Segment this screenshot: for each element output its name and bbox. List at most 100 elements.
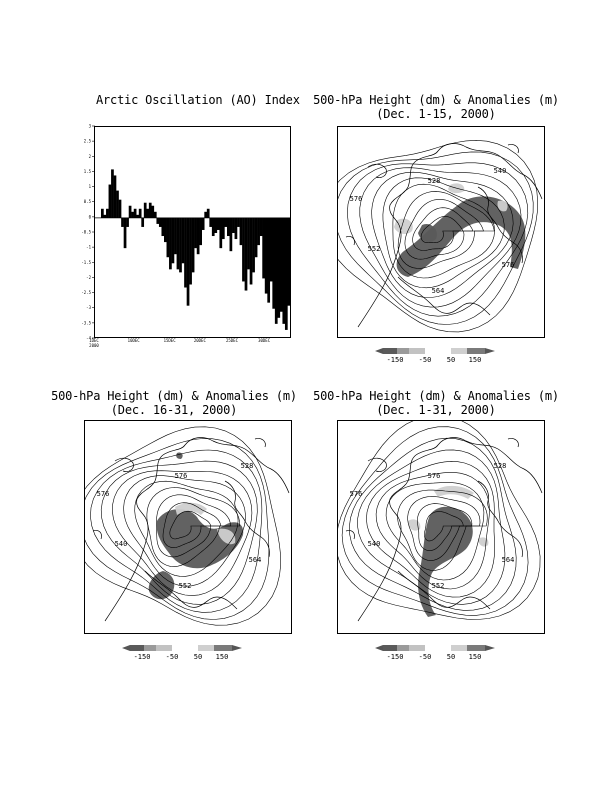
contour-label: 540	[494, 167, 507, 175]
ao-bar	[156, 217, 160, 224]
colorbar-label: 50	[447, 356, 455, 364]
height-contour	[412, 207, 474, 251]
map2-frame: 576 528 540 552 564 576	[84, 420, 292, 634]
ao-bar	[232, 217, 235, 233]
coastline	[367, 163, 387, 178]
contour-label: 552	[179, 582, 192, 590]
contour-label: 576	[175, 472, 188, 480]
colorbar-left-arrow	[375, 348, 383, 354]
height-contour	[371, 171, 514, 298]
ao-bar	[126, 217, 129, 227]
ao-bar	[252, 217, 255, 273]
ao-ytick-label: -3.5	[81, 320, 91, 325]
height-contour	[417, 503, 473, 551]
colorbar-box	[156, 645, 172, 651]
ao-ytick-label: 0	[89, 214, 92, 219]
contour-label: 564	[432, 287, 445, 295]
ao-bar	[249, 217, 253, 285]
ao-bar	[141, 217, 145, 227]
positive-anomaly-region	[497, 200, 508, 212]
ao-ytick-label: -0.5	[81, 230, 91, 235]
map1-colorbar: -150 -50 50 150	[375, 348, 495, 364]
colorbar-label: 50	[447, 653, 455, 661]
colorbar-box	[130, 645, 144, 651]
ao-bar	[259, 217, 263, 237]
negative-anomaly-region	[396, 196, 526, 277]
map2-title: 500-hPa Height (dm) & Anomalies (m) (Dec…	[44, 389, 304, 417]
map2-title-text: 500-hPa Height (dm) & Anomalies (m)	[51, 389, 297, 403]
ao-bar	[234, 217, 238, 240]
ao-chart-frame	[94, 126, 291, 338]
map1-title-text: 500-hPa Height (dm) & Anomalies (m)	[313, 93, 559, 107]
colorbar-box	[198, 645, 214, 651]
ao-bar	[111, 169, 114, 218]
ao-xtick-label: 2000	[89, 343, 99, 348]
ao-bar	[146, 208, 150, 218]
colorbar-box	[409, 348, 425, 354]
height-contour	[375, 472, 490, 590]
ao-bar	[189, 217, 192, 285]
colorbar-label: 150	[469, 653, 482, 661]
ao-bar	[169, 217, 172, 270]
height-contour	[424, 511, 464, 542]
ao-bar	[199, 217, 202, 246]
ao-bar	[166, 217, 170, 258]
ao-bar	[287, 217, 290, 306]
colorbar-box	[425, 645, 451, 651]
ao-ytick-label: -1.5	[81, 260, 91, 265]
colorbar-box	[383, 348, 397, 354]
map1-svg: 528 540 552 564 576 576	[338, 139, 543, 333]
height-contour	[420, 216, 464, 243]
map1-frame: 528 540 552 564 576 576	[337, 126, 545, 338]
ao-ytick-label: -2.5	[81, 290, 91, 295]
ao-ytick-label: -4	[86, 336, 91, 341]
negative-anomaly-region	[418, 506, 473, 617]
contour-label: 564	[502, 556, 515, 564]
ao-bar	[242, 217, 245, 282]
contour-label: 528	[241, 462, 254, 470]
colorbar-box	[467, 645, 485, 651]
colorbar-box	[409, 645, 425, 651]
map1-subtitle-text: (Dec. 1-15, 2000)	[376, 107, 496, 121]
contour-label: 540	[368, 540, 381, 548]
map3-subtitle-text: (Dec. 1-31, 2000)	[376, 403, 496, 417]
coastline	[507, 438, 519, 448]
ao-bar	[176, 217, 180, 270]
coastline	[397, 570, 491, 610]
colorbar-right-arrow	[485, 645, 495, 651]
ao-xtick-label: 30DEC	[258, 338, 271, 343]
ao-bar	[274, 217, 278, 324]
ao-bar	[118, 199, 122, 218]
colorbar-box	[397, 348, 409, 354]
ao-chart-title: Arctic Oscillation (AO) Index	[96, 93, 300, 107]
height-contour	[90, 449, 263, 613]
ao-bar	[237, 217, 240, 227]
ao-bar	[136, 214, 139, 218]
colorbar-box	[172, 645, 198, 651]
height-contour	[338, 139, 539, 333]
coastline	[144, 570, 238, 610]
coastline	[357, 143, 543, 328]
coastline	[397, 276, 491, 316]
ao-bar	[204, 211, 208, 218]
ao-bar	[211, 217, 215, 237]
coastline	[345, 236, 355, 246]
ao-bar	[184, 217, 187, 288]
positive-anomaly-region	[478, 537, 489, 547]
negative-anomaly-region	[418, 223, 437, 242]
ao-bar	[279, 217, 283, 312]
colorbar-label: -150	[134, 653, 151, 661]
ao-bar	[194, 217, 197, 249]
coastline	[477, 186, 523, 264]
contour-label: 552	[368, 245, 381, 253]
coastline	[114, 457, 134, 472]
height-contour	[100, 460, 258, 605]
map3-title: 500-hPa Height (dm) & Anomalies (m) (Dec…	[306, 389, 566, 417]
contour-label: 576	[502, 261, 515, 269]
height-contour	[134, 480, 239, 577]
ao-bar	[277, 217, 281, 318]
height-contour	[407, 496, 481, 561]
coastline	[507, 144, 519, 154]
ao-ytick-label: 3	[89, 124, 92, 129]
ao-bar	[201, 217, 205, 230]
